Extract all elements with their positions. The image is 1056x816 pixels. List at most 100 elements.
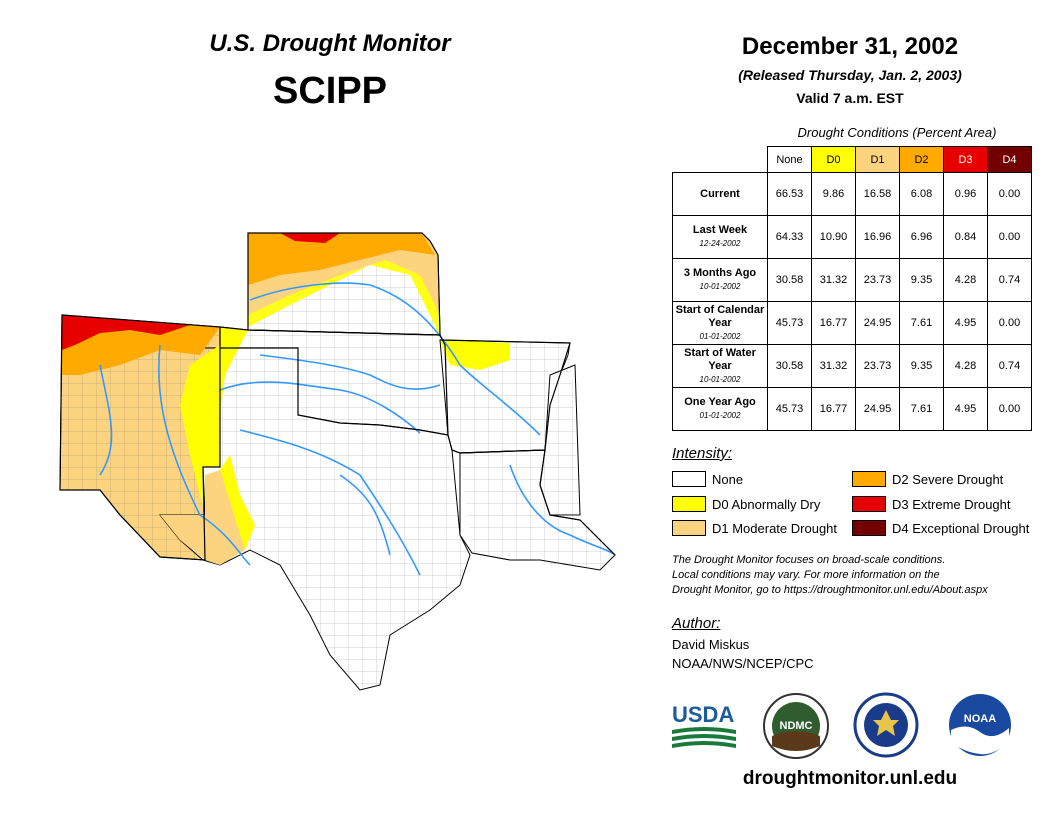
cell-value: 0.00: [987, 215, 1032, 259]
cell-value: 10.90: [811, 215, 856, 259]
row-label: 3 Months Ago 10-01-2002: [672, 258, 768, 302]
cell-value: 6.08: [899, 172, 944, 216]
table-row: Last Week 12-24-2002 64.33 10.90 16.96 6.…: [672, 215, 1032, 259]
state-borders: [59, 232, 616, 561]
cell-value: 4.28: [943, 258, 988, 302]
noaa-logo: NOAA: [949, 694, 1011, 756]
cell-value: 24.95: [855, 301, 900, 345]
row-label: Start of Calendar Year 01-01-2002: [672, 301, 768, 345]
legend-swatch: [852, 520, 886, 536]
table-caption: Drought Conditions (Percent Area): [797, 125, 997, 140]
table-row: 3 Months Ago 10-01-2002 30.58 31.32 23.73…: [672, 258, 1032, 302]
cell-value: 16.58: [855, 172, 900, 216]
valid-time: Valid 7 a.m. EST: [796, 90, 904, 106]
author-title: Author:: [672, 615, 721, 632]
nm-d3-area: [62, 315, 190, 350]
cell-value: 64.33: [767, 215, 812, 259]
release-date: (Released Thursday, Jan. 2, 2003): [738, 67, 962, 83]
legend-swatch: [672, 471, 706, 487]
disclaimer-line: Drought Monitor, go to https://droughtmo…: [672, 584, 988, 596]
ks-d3-area: [280, 233, 340, 243]
legend-swatch: [672, 496, 706, 512]
row-label: Last Week 12-24-2002: [672, 215, 768, 259]
legend-item-d2: D2 Severe Drought: [852, 471, 1003, 487]
cell-value: 30.58: [767, 344, 812, 388]
table-row: Current 66.53 9.86 16.58 6.08 0.96 0.00: [672, 172, 1032, 216]
cell-value: 0.84: [943, 215, 988, 259]
legend-label: None: [712, 471, 744, 487]
cell-value: 4.95: [943, 301, 988, 345]
cell-value: 45.73: [767, 301, 812, 345]
row-label: Start of Water Year 10-01-2002: [672, 344, 768, 388]
website-link[interactable]: droughtmonitor.unl.edu: [742, 768, 958, 789]
cell-value: 0.96: [943, 172, 988, 216]
cell-value: 30.58: [767, 258, 812, 302]
col-header-d1: D1: [855, 146, 900, 173]
cell-value: 16.77: [811, 387, 856, 431]
cell-value: 0.74: [987, 344, 1032, 388]
ndmc-logo: NDMC: [763, 693, 829, 759]
date-title: December 31, 2002: [741, 33, 959, 60]
legend-swatch: [852, 496, 886, 512]
table-row: Start of Calendar Year 01-01-2002 45.73 1…: [672, 301, 1032, 345]
cell-value: 31.32: [811, 344, 856, 388]
region-title: SCIPP: [272, 70, 388, 112]
cell-value: 16.77: [811, 301, 856, 345]
cell-value: 31.32: [811, 258, 856, 302]
legend-item-d3: D3 Extreme Drought: [852, 496, 1011, 512]
author-org: NOAA/NWS/NCEP/CPC: [672, 656, 814, 671]
col-header-d3: D3: [943, 146, 988, 173]
legend-swatch: [852, 471, 886, 487]
cell-value: 0.00: [987, 301, 1032, 345]
legend-label: D1 Moderate Drought: [712, 520, 838, 536]
author-name: David Miskus: [672, 637, 750, 652]
legend-label: D2 Severe Drought: [892, 471, 1004, 487]
drought-conditions-table: None D0 D1 D2 D3 D4 Current 66.53 9.86 1…: [672, 146, 1032, 431]
disclaimer-line: The Drought Monitor focuses on broad-sca…: [672, 554, 946, 566]
rivers: [99, 282, 616, 576]
cell-value: 66.53: [767, 172, 812, 216]
legend-label: D0 Abnormally Dry: [712, 496, 821, 512]
cell-value: 9.86: [811, 172, 856, 216]
cell-value: 45.73: [767, 387, 812, 431]
header-blank-cell: [673, 147, 768, 173]
cell-value: 0.00: [987, 172, 1032, 216]
usda-logo-text: USDA: [672, 702, 734, 727]
legend-label: D4 Exceptional Drought: [892, 520, 1030, 536]
cell-value: 6.96: [899, 215, 944, 259]
legend-swatch: [672, 520, 706, 536]
row-label: Current: [672, 172, 768, 216]
cell-value: 4.95: [943, 387, 988, 431]
row-label: One Year Ago 01-01-2002: [672, 387, 768, 431]
legend-item-d0: D0 Abnormally Dry: [672, 496, 820, 512]
legend-item-d1: D1 Moderate Drought: [672, 520, 837, 536]
legend-item-none: None: [672, 471, 743, 487]
col-header-none: None: [767, 146, 812, 173]
cell-value: 24.95: [855, 387, 900, 431]
wtx-d1-area: [160, 515, 205, 560]
noaa-logo-text: NOAA: [964, 713, 996, 725]
cell-value: 0.74: [987, 258, 1032, 302]
cell-value: 4.28: [943, 344, 988, 388]
panhandle-d0-area: [220, 327, 248, 415]
ne-ok-d0-area: [440, 340, 510, 370]
disclaimer: The Drought Monitor focuses on broad-sca…: [672, 553, 1042, 598]
cell-value: 9.35: [899, 344, 944, 388]
drought-map: [59, 232, 616, 691]
wtx-d1-area-2: [205, 470, 245, 565]
doc-seal-logo: [853, 692, 919, 758]
table-row: One Year Ago 01-01-2002 45.73 16.77 24.95…: [672, 387, 1032, 431]
cell-value: 23.73: [855, 344, 900, 388]
table-row: Start of Water Year 10-01-2002 30.58 31.3…: [672, 344, 1032, 388]
col-header-d4: D4: [987, 146, 1032, 173]
cell-value: 9.35: [899, 258, 944, 302]
map-title: U.S. Drought Monitor: [209, 30, 451, 57]
cell-value: 7.61: [899, 387, 944, 431]
ks-d2-area: [248, 233, 435, 285]
wtx-d0-area: [220, 455, 255, 550]
cell-value: 7.61: [899, 301, 944, 345]
cell-value: 23.73: [855, 258, 900, 302]
legend-label: D3 Extreme Drought: [892, 496, 1011, 512]
usda-logo: USDA: [672, 702, 736, 748]
table-header-row: None D0 D1 D2 D3 D4: [673, 146, 1032, 173]
